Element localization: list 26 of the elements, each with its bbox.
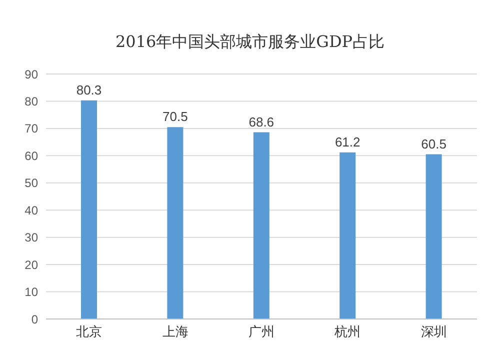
bar	[340, 152, 356, 319]
y-tick-label: 20	[24, 258, 38, 272]
chart-title: 2016年中国头部城市服务业GDP占比	[114, 31, 386, 53]
y-tick-label: 60	[24, 148, 38, 163]
x-tick-label: 杭州	[334, 324, 361, 340]
y-tick-label: 40	[24, 203, 38, 218]
y-tick-label: 90	[24, 67, 38, 82]
data-label: 80.3	[76, 82, 102, 98]
x-tick-label: 上海	[162, 324, 188, 340]
y-tick-label: 50	[24, 176, 38, 190]
y-tick-label: 0	[31, 312, 38, 326]
bar	[253, 132, 270, 319]
y-tick-label: 70	[24, 122, 38, 136]
x-tick-label: 北京	[76, 324, 102, 340]
x-tick-label: 深圳	[420, 324, 447, 340]
y-tick-label: 80	[24, 94, 38, 108]
data-label: 68.6	[248, 114, 274, 130]
data-label: 70.5	[162, 109, 188, 124]
bar	[426, 154, 442, 319]
data-label: 61.2	[334, 134, 360, 150]
data-label: 60.5	[421, 136, 446, 152]
bar	[81, 100, 97, 319]
x-tick-label: 广州	[248, 324, 274, 340]
y-tick-label: 10	[24, 285, 38, 300]
y-tick-label: 30	[24, 230, 38, 245]
bar	[167, 127, 184, 319]
